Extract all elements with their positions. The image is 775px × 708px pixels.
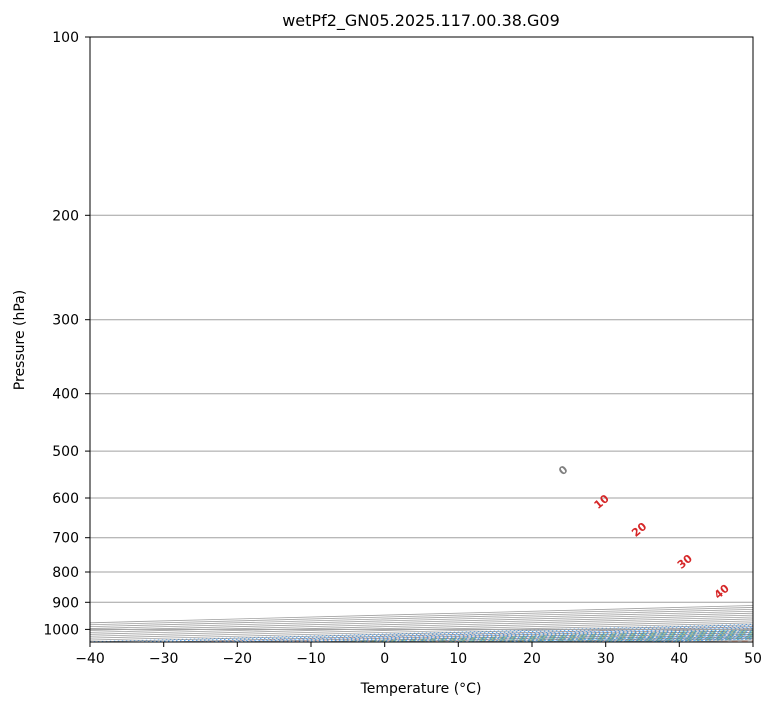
- y-tick-label: 700: [52, 531, 79, 547]
- x-tick-label: −10: [296, 651, 326, 667]
- y-axis-ticks: 1000 900 800 700 600 500 400 300 200 100: [43, 30, 90, 638]
- x-tick-label: −40: [75, 651, 105, 667]
- y-tick-label: 1000: [43, 622, 79, 638]
- x-tick-label: 30: [597, 651, 615, 667]
- plot-area: 0.10.20.40.611.52346810131620253036-100-…: [90, 37, 753, 642]
- plot-frame: [89, 36, 754, 643]
- x-tick-label: 40: [670, 651, 688, 667]
- x-axis-ticks: −40 −30 −20 −10 0 10 20 30 40 50: [75, 642, 762, 667]
- y-axis-label: Pressure (hPa): [12, 290, 28, 390]
- x-tick-label: 20: [523, 651, 541, 667]
- x-tick-label: 10: [449, 651, 467, 667]
- y-tick-label: 100: [52, 30, 79, 46]
- y-tick-label: 600: [52, 491, 79, 507]
- x-tick-label: 0: [380, 651, 389, 667]
- y-tick-label: 200: [52, 208, 79, 224]
- x-tick-label: 50: [744, 651, 762, 667]
- x-axis-label: Temperature (°C): [360, 681, 482, 697]
- x-tick-label: −30: [149, 651, 179, 667]
- y-tick-label: 900: [52, 595, 79, 611]
- y-tick-label: 800: [52, 565, 79, 581]
- y-tick-label: 300: [52, 313, 79, 329]
- y-tick-label: 400: [52, 387, 79, 403]
- y-tick-label: 500: [52, 444, 79, 460]
- x-tick-label: −20: [223, 651, 253, 667]
- pressure-gridlines: [90, 37, 753, 630]
- chart-title: wetPf2_GN05.2025.117.00.38.G09: [282, 11, 560, 31]
